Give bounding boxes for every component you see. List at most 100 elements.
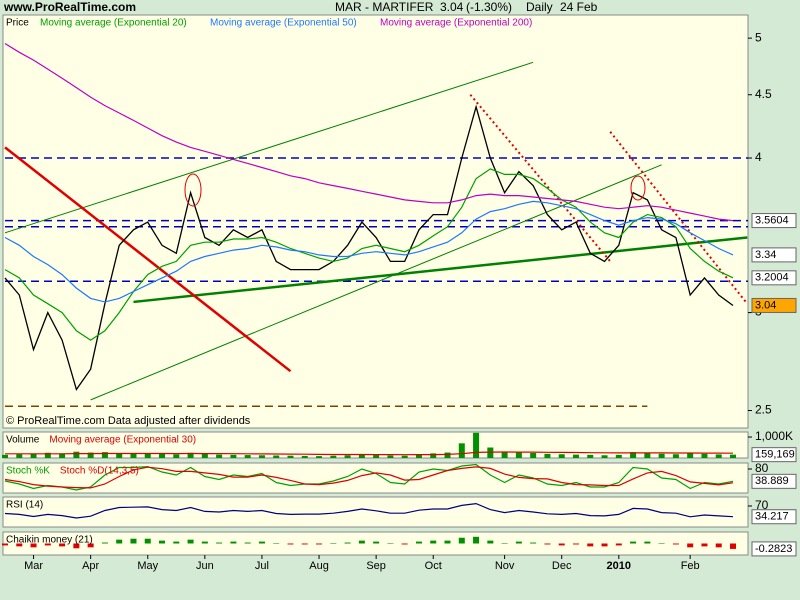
last-value-box (751, 297, 797, 313)
last-value-box (751, 509, 797, 525)
bar (430, 540, 437, 544)
bar (30, 453, 37, 458)
last-value-box (751, 247, 797, 263)
y-tick-label: 4.5 (755, 87, 772, 101)
bar (572, 454, 579, 458)
bar (44, 543, 51, 546)
bar (258, 541, 265, 544)
x-tick-label: Oct (425, 560, 442, 572)
last-value-label: 3.34 (755, 249, 776, 261)
bar (130, 538, 137, 544)
bar (430, 453, 437, 458)
legend-entry: RSI (14) (6, 500, 43, 511)
y-tick-label: 5 (755, 30, 762, 44)
legend-entry: Stoch %K (6, 466, 50, 477)
bar (601, 455, 608, 458)
bar (44, 452, 51, 458)
bar (59, 543, 66, 547)
series-line (4, 104, 734, 391)
x-tick-label: Dec (552, 560, 572, 572)
last-value-label: -0.2823 (755, 543, 792, 555)
bar (387, 455, 394, 458)
bar (587, 543, 594, 547)
bar (444, 540, 451, 544)
bar (515, 541, 522, 544)
last-value-box (751, 447, 797, 463)
bar (672, 454, 679, 458)
bar (687, 452, 694, 458)
legend-entry: Volume (6, 435, 40, 446)
bar (287, 455, 294, 458)
trend-line (133, 236, 748, 304)
bar (201, 541, 208, 544)
bar (116, 539, 123, 544)
trend-line (4, 146, 292, 373)
bar (401, 455, 408, 458)
y-tick-label: 4 (755, 150, 762, 164)
bar (144, 453, 151, 458)
bar (201, 453, 208, 458)
bar (644, 541, 651, 544)
bar (216, 542, 223, 544)
panel (2, 496, 749, 528)
bar (672, 543, 679, 545)
bar (630, 452, 637, 458)
bar (558, 543, 565, 546)
bar (144, 538, 151, 544)
bar (630, 541, 637, 544)
series-line (4, 200, 734, 303)
last-price: 3.04 (440, 0, 464, 14)
bar (715, 543, 722, 548)
bar (615, 543, 622, 546)
bar (401, 543, 408, 545)
bar (358, 540, 365, 544)
bar (230, 541, 237, 544)
legend-entry: Moving average (Exponential 200) (380, 18, 532, 29)
bar (687, 543, 694, 548)
date: 24 Feb (560, 0, 598, 14)
x-tick-label: Jun (196, 560, 214, 572)
legend-entry: Price (6, 18, 29, 29)
series-line (4, 463, 734, 491)
last-value-box (751, 541, 797, 557)
bar (358, 454, 365, 458)
last-value-box (751, 270, 797, 286)
x-tick-label: May (137, 560, 158, 572)
bar (344, 542, 351, 544)
bar (273, 455, 280, 458)
bar (301, 455, 308, 458)
bar (373, 455, 380, 458)
legend-entry: Moving average (Exponential 50) (210, 18, 357, 29)
bar (544, 453, 551, 458)
bar (473, 536, 480, 544)
series-line (4, 42, 734, 222)
y-tick-label: 70 (755, 498, 769, 512)
bar (730, 454, 736, 458)
x-tick-label: 2010 (607, 560, 631, 572)
bar (715, 454, 722, 458)
bar (501, 543, 508, 544)
bar (530, 452, 537, 458)
bar (473, 432, 480, 458)
bar (487, 447, 494, 458)
change: (-1.30%) (466, 0, 512, 14)
period: Daily (526, 0, 553, 14)
bar (601, 543, 608, 547)
series-line (4, 502, 734, 519)
last-value-label: 3.04 (755, 299, 776, 311)
bar (87, 452, 94, 458)
legend-entry: Stoch %D(14,3,5) (60, 466, 139, 477)
bar (258, 455, 265, 458)
bar (373, 541, 380, 544)
bar (2, 454, 8, 458)
bar (444, 452, 451, 458)
highlight (184, 173, 202, 207)
x-tick-label: Aug (309, 560, 329, 572)
legend-entry: Moving average (Exponential 20) (40, 18, 187, 29)
bar (558, 454, 565, 458)
x-tick-label: Mar (24, 560, 43, 572)
y-tick-label: 1,000K (755, 429, 793, 443)
bar (458, 443, 465, 458)
x-tick-label: Sep (366, 560, 386, 572)
bar (159, 454, 166, 458)
